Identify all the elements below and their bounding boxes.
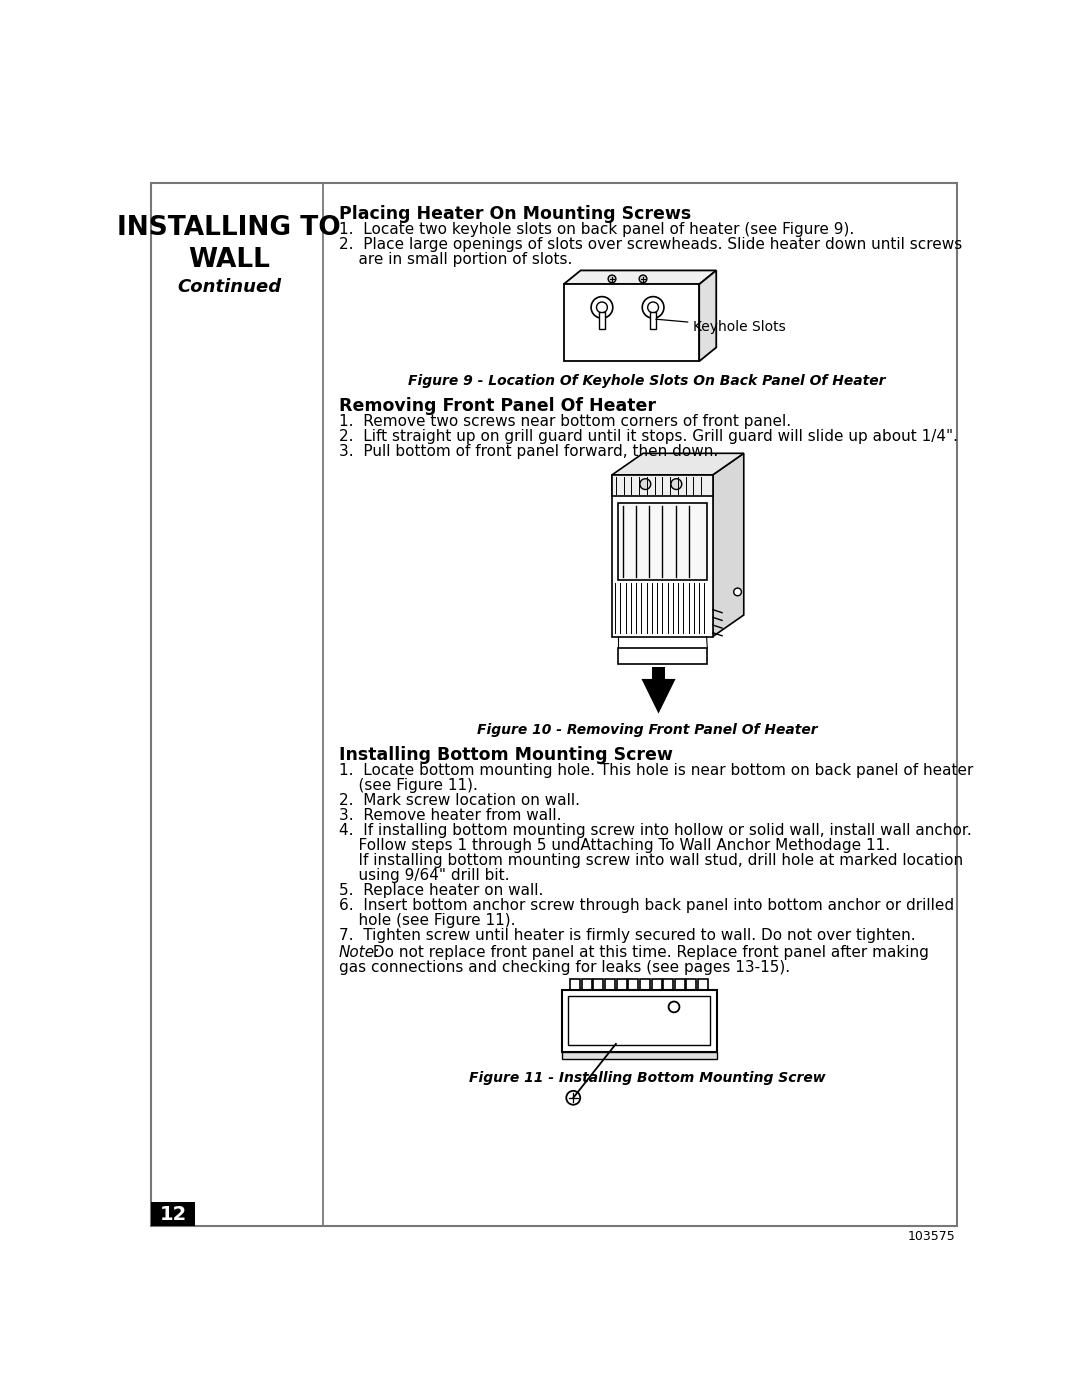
Bar bbox=[650, 312, 657, 328]
Bar bbox=[605, 979, 616, 990]
Text: 2.  Place large openings of slots over screwheads. Slide heater down until screw: 2. Place large openings of slots over sc… bbox=[339, 236, 962, 251]
Bar bbox=[612, 475, 713, 496]
Bar bbox=[612, 475, 713, 637]
Circle shape bbox=[596, 302, 607, 313]
Text: Placing Heater On Mounting Screws: Placing Heater On Mounting Screws bbox=[339, 204, 691, 222]
Circle shape bbox=[733, 588, 742, 595]
Circle shape bbox=[639, 275, 647, 282]
Bar bbox=[150, 1201, 195, 1227]
Bar bbox=[687, 979, 697, 990]
Polygon shape bbox=[699, 271, 716, 362]
Bar bbox=[675, 979, 685, 990]
Bar bbox=[640, 979, 650, 990]
Text: 6.  Insert bottom anchor screw through back panel into bottom anchor or drilled: 6. Insert bottom anchor screw through ba… bbox=[339, 898, 954, 914]
Bar bbox=[629, 979, 638, 990]
Text: 1.  Locate bottom mounting hole. This hole is near bottom on back panel of heate: 1. Locate bottom mounting hole. This hol… bbox=[339, 763, 973, 778]
Circle shape bbox=[671, 479, 681, 489]
Circle shape bbox=[608, 275, 616, 282]
Circle shape bbox=[566, 1091, 580, 1105]
Text: 12: 12 bbox=[160, 1204, 187, 1224]
Bar bbox=[618, 503, 706, 580]
Polygon shape bbox=[612, 453, 744, 475]
Polygon shape bbox=[564, 271, 716, 285]
Circle shape bbox=[591, 296, 612, 319]
Bar bbox=[564, 285, 699, 362]
Bar bbox=[652, 668, 664, 683]
Text: using 9/64" drill bit.: using 9/64" drill bit. bbox=[339, 868, 510, 883]
Text: hole (see Figure 11).: hole (see Figure 11). bbox=[339, 914, 515, 928]
Text: Figure 9 - Location Of Keyhole Slots On Back Panel Of Heater: Figure 9 - Location Of Keyhole Slots On … bbox=[408, 374, 886, 388]
Text: 7.  Tighten screw until heater is firmly secured to wall. Do not over tighten.: 7. Tighten screw until heater is firmly … bbox=[339, 928, 916, 943]
Text: Figure 11 - Installing Bottom Mounting Screw: Figure 11 - Installing Bottom Mounting S… bbox=[469, 1071, 825, 1085]
Text: 2.  Mark screw location on wall.: 2. Mark screw location on wall. bbox=[339, 793, 580, 807]
Circle shape bbox=[643, 296, 664, 319]
Text: 3.  Remove heater from wall.: 3. Remove heater from wall. bbox=[339, 807, 562, 823]
Text: 103575: 103575 bbox=[907, 1229, 955, 1243]
Bar bbox=[593, 979, 604, 990]
Text: 2.  Lift straight up on grill guard until it stops. Grill guard will slide up ab: 2. Lift straight up on grill guard until… bbox=[339, 429, 958, 444]
Bar bbox=[570, 979, 580, 990]
Text: Figure 10 - Removing Front Panel Of Heater: Figure 10 - Removing Front Panel Of Heat… bbox=[476, 722, 818, 736]
Text: Keyhole Slots: Keyhole Slots bbox=[656, 319, 786, 334]
Bar bbox=[663, 979, 673, 990]
Bar bbox=[568, 996, 711, 1045]
Text: 1.  Locate two keyhole slots on back panel of heater (see Figure 9).: 1. Locate two keyhole slots on back pane… bbox=[339, 222, 854, 236]
Text: Continued: Continued bbox=[177, 278, 281, 296]
Circle shape bbox=[648, 302, 659, 313]
Bar bbox=[698, 979, 708, 990]
Polygon shape bbox=[642, 679, 676, 714]
Text: Removing Front Panel Of Heater: Removing Front Panel Of Heater bbox=[339, 398, 656, 415]
Bar bbox=[562, 990, 717, 1052]
Text: 1.  Remove two screws near bottom corners of front panel.: 1. Remove two screws near bottom corners… bbox=[339, 415, 791, 429]
Polygon shape bbox=[713, 453, 744, 637]
Text: Note:: Note: bbox=[339, 944, 380, 960]
Text: (see Figure 11).: (see Figure 11). bbox=[339, 778, 477, 793]
Text: Do not replace front panel at this time. Replace front panel after making: Do not replace front panel at this time.… bbox=[368, 944, 929, 960]
Text: 3.  Pull bottom of front panel forward, then down.: 3. Pull bottom of front panel forward, t… bbox=[339, 444, 718, 460]
Text: WALL: WALL bbox=[188, 247, 270, 272]
Text: 4.  If installing bottom mounting screw into hollow or solid wall, install wall : 4. If installing bottom mounting screw i… bbox=[339, 823, 972, 838]
Text: Installing Bottom Mounting Screw: Installing Bottom Mounting Screw bbox=[339, 746, 673, 764]
Bar bbox=[618, 648, 707, 664]
Bar bbox=[562, 1052, 717, 1059]
Circle shape bbox=[669, 1002, 679, 1013]
Text: If installing bottom mounting screw into wall stud, drill hole at marked locatio: If installing bottom mounting screw into… bbox=[339, 854, 963, 868]
Bar bbox=[598, 312, 605, 328]
Bar bbox=[582, 979, 592, 990]
Text: INSTALLING TO: INSTALLING TO bbox=[118, 215, 341, 240]
Text: gas connections and checking for leaks (see pages 13-15).: gas connections and checking for leaks (… bbox=[339, 960, 789, 975]
Circle shape bbox=[640, 479, 651, 489]
Bar bbox=[617, 979, 626, 990]
Text: 5.  Replace heater on wall.: 5. Replace heater on wall. bbox=[339, 883, 543, 898]
Text: Follow steps 1 through 5 undAttaching To Wall Anchor Methodage 11.: Follow steps 1 through 5 undAttaching To… bbox=[339, 838, 890, 854]
Bar bbox=[651, 979, 662, 990]
Text: are in small portion of slots.: are in small portion of slots. bbox=[339, 251, 572, 267]
